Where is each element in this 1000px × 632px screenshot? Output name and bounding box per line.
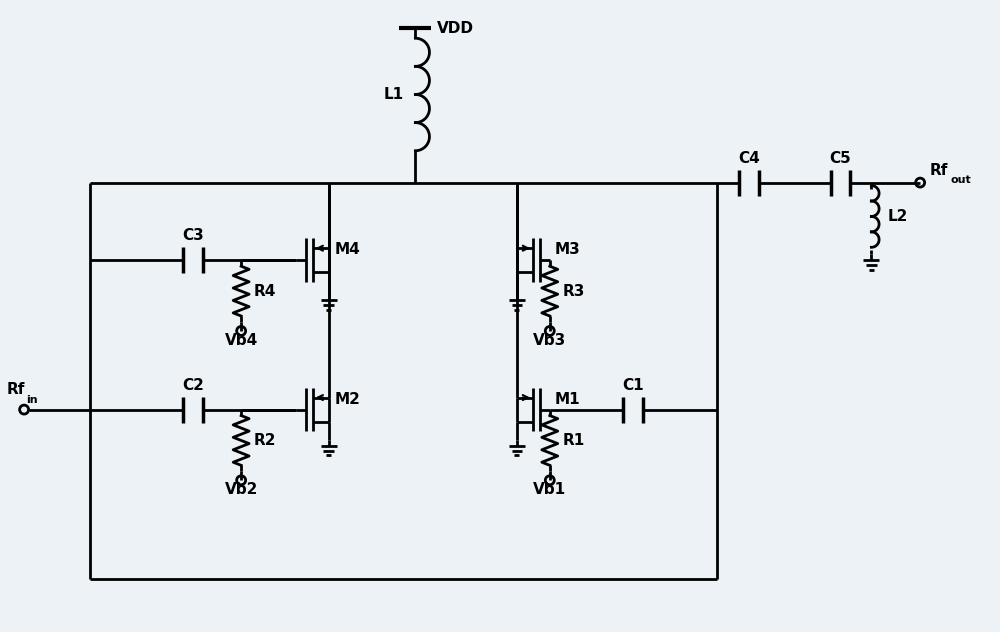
Text: C5: C5 (830, 150, 851, 166)
Text: Vb3: Vb3 (533, 333, 566, 348)
Text: M2: M2 (335, 392, 361, 406)
Text: C3: C3 (182, 228, 204, 243)
Text: R1: R1 (563, 433, 585, 448)
Text: Vb2: Vb2 (224, 482, 258, 497)
Text: C4: C4 (738, 150, 760, 166)
Text: Rf: Rf (930, 162, 948, 178)
Text: L1: L1 (384, 87, 404, 102)
Text: VDD: VDD (437, 21, 474, 36)
Text: R3: R3 (563, 284, 585, 298)
Text: M1: M1 (555, 392, 580, 406)
Text: R4: R4 (254, 284, 276, 298)
Text: Rf: Rf (6, 382, 25, 397)
Text: L2: L2 (887, 209, 908, 224)
Text: M3: M3 (555, 242, 581, 257)
Text: in: in (26, 394, 38, 404)
Text: Vb1: Vb1 (533, 482, 566, 497)
Text: out: out (950, 174, 971, 185)
Text: C2: C2 (182, 378, 204, 392)
Text: C1: C1 (623, 378, 644, 392)
Text: Vb4: Vb4 (225, 333, 258, 348)
Text: M4: M4 (335, 242, 360, 257)
Text: R2: R2 (254, 433, 277, 448)
